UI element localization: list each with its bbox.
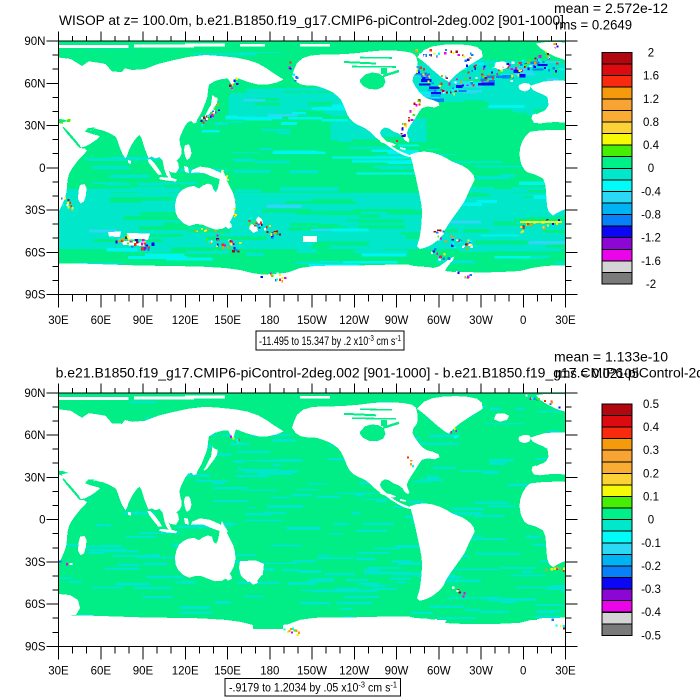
svg-text:30E: 30E	[555, 315, 576, 327]
svg-text:30E: 30E	[48, 666, 69, 678]
svg-text:b.e21.B1850.f19_g17.CMIP6-piCo: b.e21.B1850.f19_g17.CMIP6-piControl-2deg…	[56, 366, 700, 381]
svg-text:30E: 30E	[555, 666, 576, 678]
svg-text:30S: 30S	[25, 205, 46, 217]
svg-text:1.6: 1.6	[643, 71, 659, 83]
svg-text:150E: 150E	[214, 666, 241, 678]
svg-text:60W: 60W	[427, 666, 451, 678]
svg-text:120E: 120E	[172, 315, 199, 327]
svg-text:60E: 60E	[91, 666, 112, 678]
svg-text:-0.8: -0.8	[641, 210, 661, 222]
svg-text:30W: 30W	[469, 666, 493, 678]
svg-text:90W: 90W	[385, 315, 409, 327]
svg-text:-0.4: -0.4	[641, 607, 661, 619]
svg-text:-1.2: -1.2	[641, 233, 661, 245]
svg-text:30N: 30N	[24, 472, 45, 484]
svg-text:90S: 90S	[25, 641, 46, 653]
svg-text:-11.495 to 15.347 by .2 x10-3: -11.495 to 15.347 by .2 x10-3 cm s-1	[259, 334, 401, 348]
svg-text:0.4: 0.4	[643, 422, 660, 434]
svg-text:-.9179 to 1.2034 by .05 x10-3: -.9179 to 1.2034 by .05 x10-3 cm s-1	[229, 681, 397, 695]
svg-text:0: 0	[520, 666, 526, 678]
svg-text:rms = 0.02105: rms = 0.02105	[555, 366, 639, 381]
svg-text:180: 180	[260, 315, 279, 327]
svg-text:WISOP at z= 100.0m, b.e21.B185: WISOP at z= 100.0m, b.e21.B1850.f19_g17.…	[59, 13, 564, 28]
svg-text:120E: 120E	[172, 666, 199, 678]
svg-text:30E: 30E	[48, 315, 69, 327]
svg-text:30N: 30N	[24, 121, 45, 133]
svg-text:150E: 150E	[214, 315, 241, 327]
svg-text:30W: 30W	[469, 315, 493, 327]
svg-text:0: 0	[648, 163, 654, 175]
svg-text:-2: -2	[646, 279, 656, 291]
svg-text:-0.1: -0.1	[641, 538, 661, 550]
svg-text:30S: 30S	[25, 557, 46, 569]
svg-text:-0.2: -0.2	[641, 561, 661, 573]
svg-text:-0.5: -0.5	[641, 630, 661, 642]
svg-text:90W: 90W	[385, 666, 409, 678]
svg-text:1.2: 1.2	[643, 94, 659, 106]
svg-text:0.3: 0.3	[643, 445, 659, 457]
svg-text:60S: 60S	[25, 599, 46, 611]
svg-text:60W: 60W	[427, 315, 451, 327]
svg-text:90E: 90E	[133, 666, 154, 678]
svg-text:90N: 90N	[24, 388, 45, 400]
svg-text:0.1: 0.1	[643, 492, 659, 504]
svg-text:180: 180	[260, 666, 279, 678]
svg-text:-0.4: -0.4	[641, 186, 661, 198]
svg-text:150W: 150W	[297, 315, 327, 327]
svg-text:rms = 0.2649: rms = 0.2649	[555, 17, 632, 32]
svg-text:-0.3: -0.3	[641, 584, 661, 596]
svg-text:60E: 60E	[91, 315, 112, 327]
svg-text:60S: 60S	[25, 247, 46, 259]
svg-text:0: 0	[520, 315, 526, 327]
svg-text:120W: 120W	[339, 315, 369, 327]
svg-text:120W: 120W	[339, 666, 369, 678]
svg-text:150W: 150W	[297, 666, 327, 678]
svg-text:0.8: 0.8	[643, 117, 659, 129]
svg-text:0.5: 0.5	[643, 399, 659, 411]
svg-text:90S: 90S	[25, 290, 46, 302]
svg-text:60N: 60N	[24, 430, 45, 442]
svg-text:60N: 60N	[24, 78, 45, 90]
svg-text:2: 2	[648, 48, 654, 60]
svg-text:0: 0	[39, 163, 45, 175]
svg-text:90N: 90N	[24, 36, 45, 48]
svg-text:90E: 90E	[133, 315, 154, 327]
svg-text:0: 0	[39, 515, 45, 527]
svg-text:mean = 2.572e-12: mean = 2.572e-12	[554, 1, 668, 16]
svg-text:mean = 1.133e-10: mean = 1.133e-10	[554, 350, 668, 365]
svg-text:0: 0	[648, 515, 654, 527]
svg-text:0.4: 0.4	[643, 140, 660, 152]
svg-text:-1.6: -1.6	[641, 256, 661, 268]
svg-text:0.2: 0.2	[643, 468, 659, 480]
